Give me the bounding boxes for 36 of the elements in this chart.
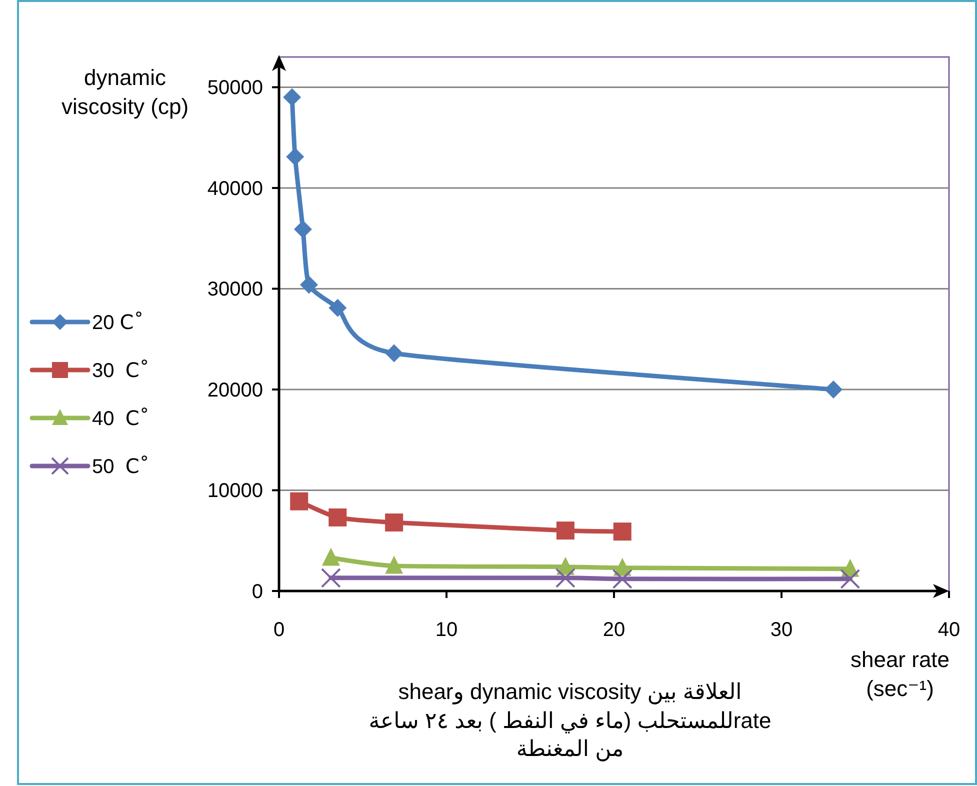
legend-label: 40 Cْ: [92, 407, 148, 430]
x-tick-label: 30: [770, 619, 793, 641]
y-tick-label: 20000: [207, 379, 263, 402]
point: [328, 298, 347, 317]
point: [824, 380, 842, 398]
y-axis-title: dynamic viscosity (cp): [60, 64, 190, 121]
x-tick-label: 40: [938, 619, 960, 641]
point: [385, 513, 404, 532]
point: [286, 148, 304, 166]
y-tick-label: 50000: [207, 77, 263, 100]
x-tick-label: 10: [435, 619, 458, 641]
point: [320, 568, 341, 588]
x-tick-label: 20: [602, 619, 626, 641]
point: [555, 568, 576, 588]
y-tick-label: 0: [252, 581, 263, 603]
point: [322, 548, 340, 566]
x-axis-title: shear rate (sec⁻¹): [849, 646, 951, 703]
y-tick-label: 10000: [207, 480, 263, 502]
point: [385, 344, 404, 362]
point: [300, 276, 318, 294]
y-tick-label: 40000: [207, 178, 263, 200]
point: [290, 492, 308, 510]
point: [556, 522, 574, 540]
point: [613, 522, 632, 541]
legend-label: 50 Cْ: [92, 455, 148, 478]
x-tick-label: 0: [273, 619, 285, 641]
point: [283, 88, 302, 106]
legend-label: 20 Cْ: [92, 311, 142, 334]
text: العلاقة بين dynamic viscosity وshear rateللمستحلب (ماء في النفط ) بعد ٢٤ ساعة من المغنطة: [368, 678, 772, 764]
y-tick-label: 30000: [207, 278, 263, 301]
point: [612, 568, 632, 589]
point: [328, 508, 347, 526]
point: [385, 556, 404, 574]
point: [840, 568, 860, 589]
legend-label: 30 Cْ: [92, 359, 148, 382]
point: [294, 220, 312, 238]
